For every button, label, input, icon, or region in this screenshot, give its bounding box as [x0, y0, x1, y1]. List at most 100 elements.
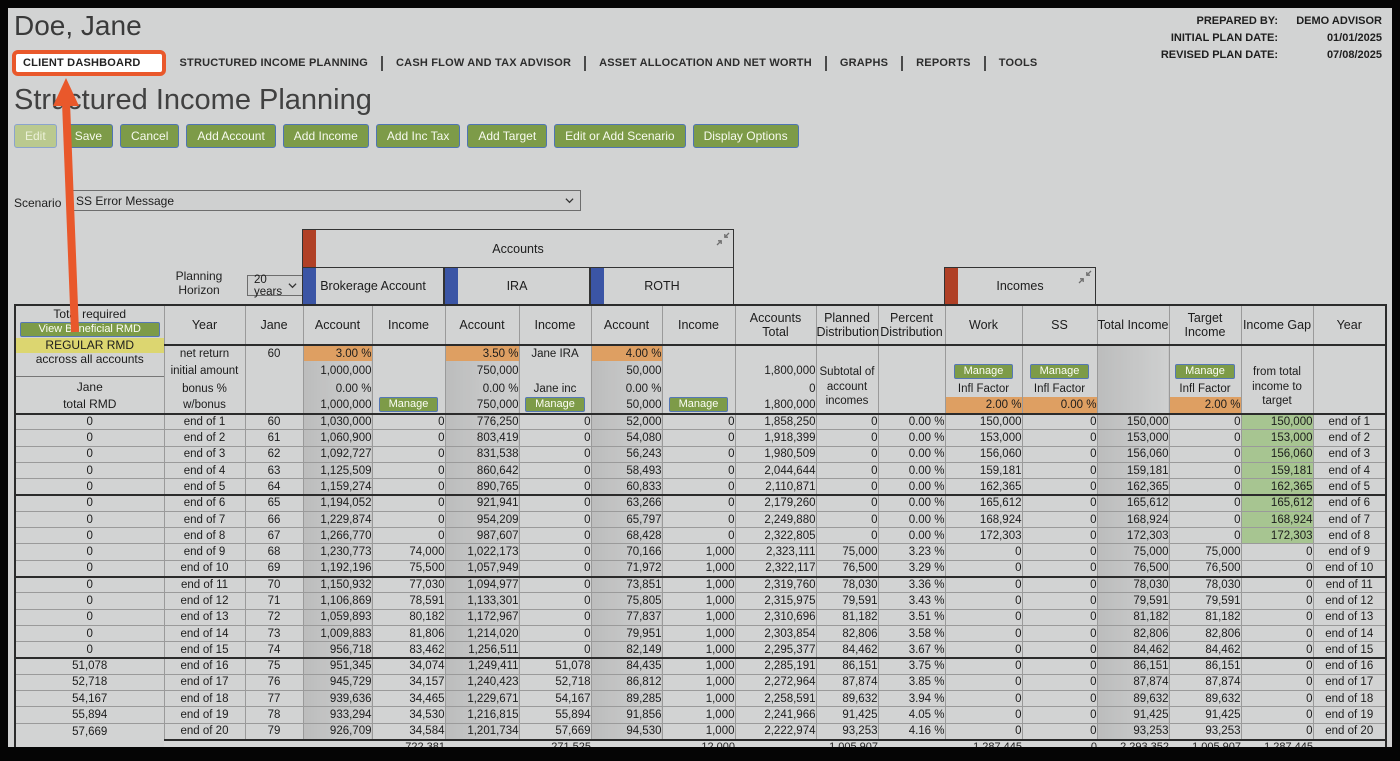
cell-income-gap: 162,365: [1240, 478, 1313, 496]
cell-percent-distribution: 3.85 %: [877, 673, 945, 691]
cell-brokerage-income: 0: [371, 494, 445, 512]
cell-target-income: 89,632: [1168, 690, 1241, 707]
manage-work-button[interactable]: Manage: [953, 363, 1014, 379]
cell-ira-account: 1,240,423: [444, 673, 519, 691]
cell-total-income: 159,181: [1096, 461, 1169, 479]
cell-target-income: 81,182: [1168, 608, 1241, 626]
work-manage-cell: Manage: [944, 361, 1022, 381]
manage-target-button[interactable]: Manage: [1175, 363, 1235, 379]
cell-total-income: 78,030: [1096, 575, 1169, 593]
cell-income-gap: 0: [1240, 543, 1313, 561]
col-header-ira-account: Account: [444, 304, 519, 346]
cell-ira-income: 0: [518, 641, 591, 659]
cell-accounts-total: 2,310,696: [734, 608, 816, 626]
view-beneficial-rmd-button[interactable]: View Beneficial RMD: [20, 322, 160, 338]
cell-year-right: end of 8: [1312, 527, 1386, 544]
collapse-icon[interactable]: [716, 232, 730, 246]
cell-roth-income: 1,000: [661, 624, 735, 642]
cell-year: end of 9: [163, 543, 245, 561]
nav-tools[interactable]: TOOLS: [998, 57, 1038, 69]
cell-brokerage-income: 75,500: [371, 559, 445, 577]
cell-percent-distribution: 3.23 %: [877, 543, 945, 561]
cell-ss: 0: [1021, 592, 1097, 610]
table-row: 0 end of 4 63 1,125,509 0 860,642 0 58,4…: [14, 461, 1386, 479]
cell-ss: 0: [1021, 559, 1097, 577]
nav-asset-allocation-net-worth[interactable]: ASSET ALLOCATION AND NET WORTH: [599, 57, 812, 69]
jane-age: 60: [244, 345, 303, 362]
roth-wbonus: 50,000: [590, 397, 662, 414]
cell-brokerage-account: 951,345: [302, 657, 372, 675]
empty-cell: [877, 381, 945, 398]
cell-total-income: 81,182: [1096, 608, 1169, 626]
nav-reports[interactable]: REPORTS: [916, 57, 971, 69]
add-target-button[interactable]: Add Target: [467, 124, 548, 148]
cell-ira-account: 1,022,173: [444, 543, 519, 561]
cell-income-gap: 159,181: [1240, 461, 1313, 479]
planning-horizon-select[interactable]: 20 years: [247, 274, 304, 298]
col-header-jane: Jane: [244, 304, 303, 346]
cell-ira-income: 0: [518, 494, 591, 512]
empty-cell: [1312, 381, 1386, 398]
cell-target-income: 0: [1168, 527, 1241, 544]
cell-brokerage-account: 1,230,773: [302, 543, 372, 561]
cell-rmd: 0: [14, 543, 164, 561]
cell-ss: 0: [1021, 706, 1097, 724]
scenario-label: Scenario: [14, 196, 62, 210]
add-account-button[interactable]: Add Account: [186, 124, 276, 148]
brokerage-color-block: [303, 268, 316, 304]
nav-client-dashboard[interactable]: CLIENT DASHBOARD: [12, 50, 167, 76]
empty-cell: [371, 361, 445, 381]
cell-jane-age: 61: [244, 429, 303, 447]
nav-cash-flow-tax-advisor[interactable]: CASH FLOW AND TAX ADVISOR: [396, 57, 572, 69]
cell-planned-distribution: 76,500: [815, 559, 878, 577]
manage-roth-button[interactable]: Manage: [668, 397, 729, 413]
scenario-select[interactable]: SS Error Message: [69, 190, 581, 211]
cell-jane-age: 74: [244, 641, 303, 659]
cell-brokerage-income: 0: [371, 412, 445, 430]
manage-brokerage-button[interactable]: Manage: [378, 397, 439, 413]
cell-brokerage-account: 1,229,874: [302, 510, 372, 528]
display-options-button[interactable]: Display Options: [692, 124, 799, 148]
collapse-icon[interactable]: [1078, 270, 1092, 284]
save-button[interactable]: Save: [63, 124, 114, 148]
setup-label: bonus %: [163, 381, 245, 398]
add-income-button[interactable]: Add Income: [282, 124, 369, 148]
cell-ira-account: 1,229,671: [444, 690, 519, 707]
cell-percent-distribution: 4.16 %: [877, 722, 945, 740]
manage-ss-button[interactable]: Manage: [1029, 363, 1090, 379]
nav-structured-income-planning[interactable]: STRUCTURED INCOME PLANNING: [179, 57, 369, 69]
cell-ira-income: 0: [518, 461, 591, 479]
cell-accounts-total: 2,258,591: [734, 690, 816, 707]
cell-year-right: end of 16: [1312, 657, 1386, 675]
edit-button[interactable]: Edit: [14, 124, 57, 148]
cell-year: end of 18: [163, 690, 245, 707]
cell-ira-income: 0: [518, 445, 591, 463]
setup-row-bonus: bonus % 0.00 % 0.00 % Jane inc 0.00 % 0 …: [15, 381, 1386, 398]
cell-target-income: 82,806: [1168, 624, 1241, 642]
cell-ira-account: 776,250: [444, 412, 519, 430]
cell-ira-account: 987,607: [444, 527, 519, 544]
cell-ira-account: 921,941: [444, 494, 519, 512]
cell-brokerage-account: 939,636: [302, 690, 372, 707]
planning-horizon-label: Planning Horizon: [175, 269, 223, 298]
cell-brokerage-account: 1,125,509: [302, 461, 372, 479]
edit-or-add-scenario-button[interactable]: Edit or Add Scenario: [554, 124, 686, 148]
cell-rmd: 52,718: [14, 673, 164, 691]
cancel-button[interactable]: Cancel: [120, 124, 180, 148]
cell-brokerage-account: 1,159,274: [302, 478, 372, 496]
nav-divider: [824, 55, 827, 71]
cell-ss: 0: [1021, 461, 1097, 479]
empty-cell: [877, 361, 945, 381]
add-inc-tax-button[interactable]: Add Inc Tax: [375, 124, 461, 148]
cell-income-gap: 172,303: [1240, 527, 1313, 544]
manage-ira-button[interactable]: Manage: [525, 397, 585, 413]
cell-roth-account: 54,080: [590, 429, 662, 447]
cell-year-right: end of 20: [1312, 722, 1386, 740]
cell-jane-age: 70: [244, 575, 303, 593]
cell-target-income: 86,151: [1168, 657, 1241, 675]
cell-ira-income: 0: [518, 429, 591, 447]
nav-graphs[interactable]: GRAPHS: [839, 57, 889, 69]
cell-ss: 0: [1021, 429, 1097, 447]
cell-roth-account: 58,493: [590, 461, 662, 479]
cell-year-right: end of 18: [1312, 690, 1386, 707]
